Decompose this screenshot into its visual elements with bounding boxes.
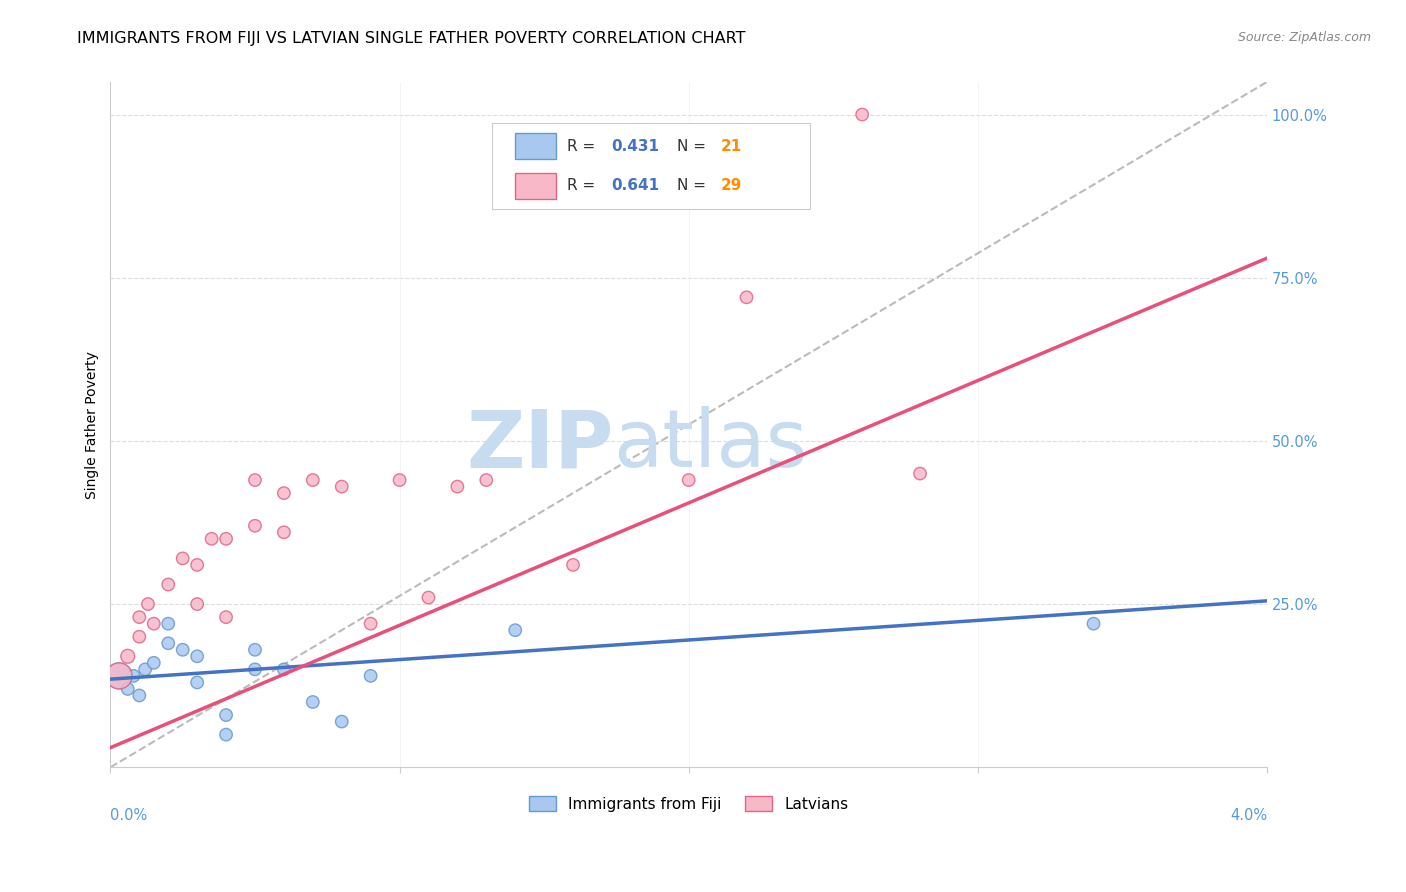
Point xyxy=(446,480,468,494)
Point xyxy=(273,486,295,500)
Point xyxy=(128,610,150,624)
Point xyxy=(388,473,411,487)
Text: 4.0%: 4.0% xyxy=(1230,808,1267,823)
Point xyxy=(172,642,194,657)
Point xyxy=(128,689,150,703)
Point xyxy=(186,649,208,664)
Point xyxy=(157,616,180,631)
Point xyxy=(201,532,224,546)
Point xyxy=(562,558,585,572)
Legend: Immigrants from Fiji, Latvians: Immigrants from Fiji, Latvians xyxy=(523,789,855,818)
Point xyxy=(157,636,180,650)
Point xyxy=(172,551,194,566)
Point xyxy=(735,290,758,304)
Point xyxy=(186,597,208,611)
Point xyxy=(330,480,353,494)
Point xyxy=(908,467,931,481)
Point xyxy=(851,107,873,121)
Point xyxy=(243,473,266,487)
Point xyxy=(273,525,295,540)
Point xyxy=(117,649,139,664)
Text: 0.641: 0.641 xyxy=(612,178,659,193)
Text: atlas: atlas xyxy=(613,406,808,484)
Point xyxy=(142,616,165,631)
FancyBboxPatch shape xyxy=(515,172,555,199)
Text: 0.431: 0.431 xyxy=(612,138,659,153)
Point xyxy=(301,695,323,709)
Y-axis label: Single Father Poverty: Single Father Poverty xyxy=(86,351,100,499)
Point xyxy=(243,662,266,676)
Point xyxy=(301,473,323,487)
Point xyxy=(128,630,150,644)
Point xyxy=(215,728,238,742)
Point xyxy=(134,662,156,676)
Point xyxy=(215,610,238,624)
Point xyxy=(360,669,382,683)
FancyBboxPatch shape xyxy=(492,123,810,209)
Point xyxy=(108,669,131,683)
Point xyxy=(475,473,498,487)
Text: N =: N = xyxy=(678,138,711,153)
Text: 0.0%: 0.0% xyxy=(111,808,148,823)
Text: R =: R = xyxy=(567,178,600,193)
Point xyxy=(136,597,159,611)
Point xyxy=(1083,616,1105,631)
Point xyxy=(108,669,131,683)
Point xyxy=(418,591,440,605)
Point xyxy=(273,662,295,676)
Text: N =: N = xyxy=(678,178,711,193)
Point xyxy=(243,518,266,533)
Text: 29: 29 xyxy=(721,178,742,193)
Text: IMMIGRANTS FROM FIJI VS LATVIAN SINGLE FATHER POVERTY CORRELATION CHART: IMMIGRANTS FROM FIJI VS LATVIAN SINGLE F… xyxy=(77,31,745,46)
Point xyxy=(330,714,353,729)
Text: 21: 21 xyxy=(721,138,742,153)
Point xyxy=(186,675,208,690)
Point xyxy=(503,623,526,637)
Point xyxy=(215,532,238,546)
Point xyxy=(678,473,700,487)
Point xyxy=(243,642,266,657)
Point xyxy=(186,558,208,572)
Point xyxy=(157,577,180,591)
Text: R =: R = xyxy=(567,138,600,153)
Point xyxy=(360,616,382,631)
Point xyxy=(117,681,139,696)
Point xyxy=(215,708,238,723)
Text: Source: ZipAtlas.com: Source: ZipAtlas.com xyxy=(1237,31,1371,45)
Point xyxy=(122,669,145,683)
Text: ZIP: ZIP xyxy=(467,406,613,484)
Point xyxy=(142,656,165,670)
FancyBboxPatch shape xyxy=(515,133,555,159)
